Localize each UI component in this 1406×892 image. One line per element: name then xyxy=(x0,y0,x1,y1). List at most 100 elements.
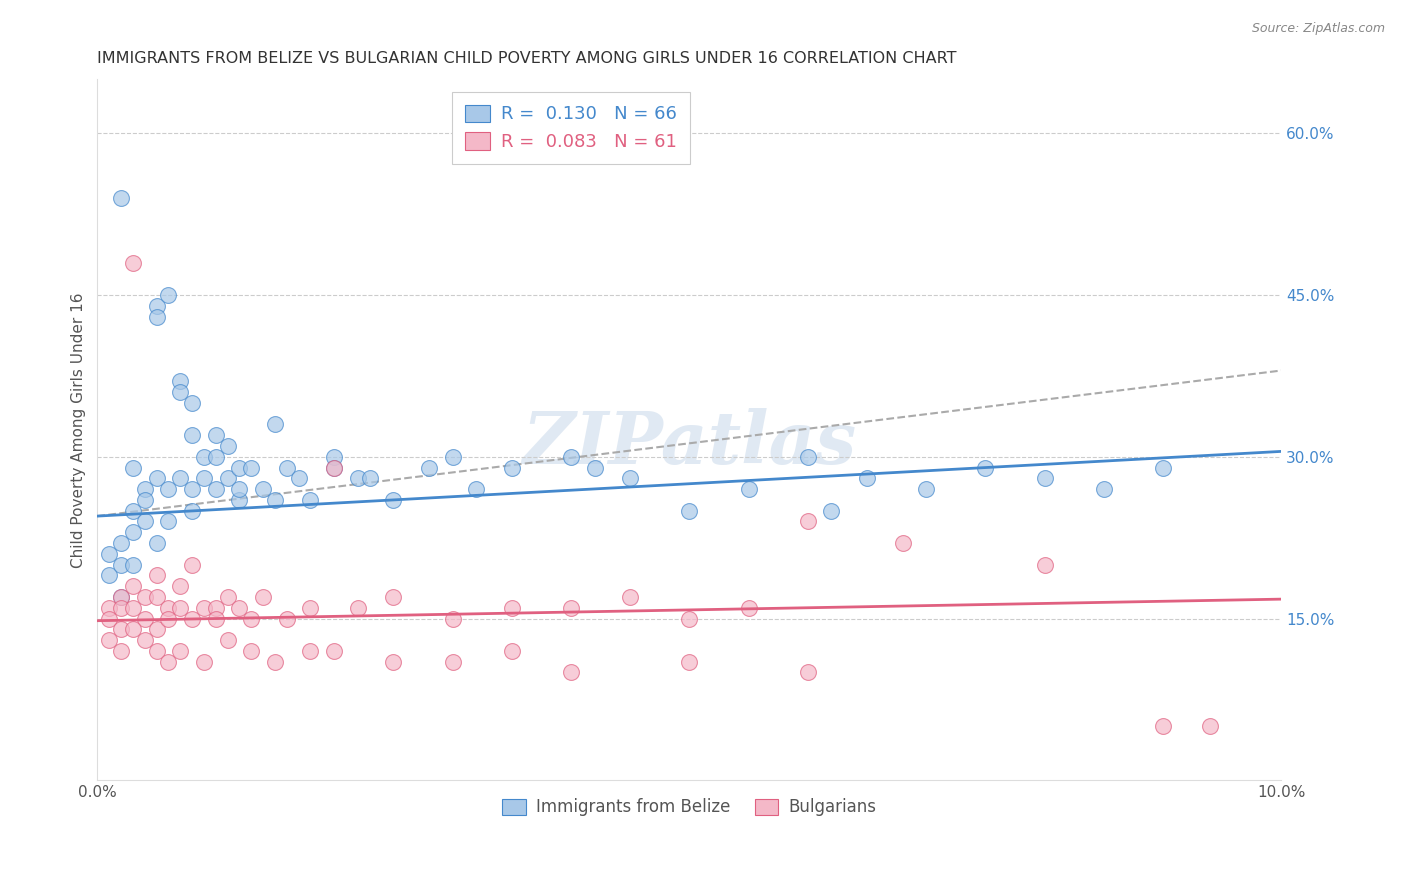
Point xyxy=(820,504,842,518)
Point xyxy=(110,191,132,205)
Point xyxy=(157,655,180,669)
Point xyxy=(856,471,879,485)
Point xyxy=(228,492,250,507)
Point xyxy=(323,460,346,475)
Point xyxy=(264,417,287,432)
Point xyxy=(228,482,250,496)
Point xyxy=(157,482,180,496)
Point xyxy=(122,579,145,593)
Point xyxy=(797,665,820,680)
Point xyxy=(323,460,346,475)
Point xyxy=(204,611,226,625)
Text: ZIPatlas: ZIPatlas xyxy=(522,409,856,479)
Point xyxy=(145,536,167,550)
Point xyxy=(157,600,180,615)
Point xyxy=(134,515,156,529)
Point xyxy=(110,623,132,637)
Point xyxy=(418,460,440,475)
Point xyxy=(299,600,322,615)
Point xyxy=(134,492,156,507)
Point xyxy=(323,644,346,658)
Point xyxy=(169,385,191,400)
Point xyxy=(204,600,226,615)
Point xyxy=(204,428,226,442)
Point xyxy=(560,450,582,464)
Point xyxy=(122,525,145,540)
Point xyxy=(145,623,167,637)
Point xyxy=(501,644,523,658)
Point xyxy=(501,460,523,475)
Point xyxy=(193,655,215,669)
Point xyxy=(240,644,263,658)
Point xyxy=(204,450,226,464)
Point xyxy=(181,611,204,625)
Point xyxy=(441,611,464,625)
Point xyxy=(122,255,145,269)
Point xyxy=(181,482,204,496)
Point xyxy=(122,558,145,572)
Point xyxy=(134,590,156,604)
Point xyxy=(264,492,287,507)
Point xyxy=(974,460,997,475)
Point xyxy=(560,665,582,680)
Point xyxy=(110,536,132,550)
Point xyxy=(915,482,938,496)
Point xyxy=(110,600,132,615)
Point xyxy=(217,590,239,604)
Point xyxy=(240,611,263,625)
Point xyxy=(560,600,582,615)
Point xyxy=(797,450,820,464)
Point xyxy=(441,450,464,464)
Point xyxy=(678,655,700,669)
Point xyxy=(228,600,250,615)
Point xyxy=(1033,471,1056,485)
Point xyxy=(737,482,759,496)
Point xyxy=(299,492,322,507)
Point xyxy=(98,600,121,615)
Point xyxy=(359,471,381,485)
Point xyxy=(157,515,180,529)
Point xyxy=(347,471,370,485)
Point xyxy=(169,644,191,658)
Point xyxy=(382,492,405,507)
Point xyxy=(122,623,145,637)
Point xyxy=(276,611,298,625)
Point xyxy=(98,547,121,561)
Point xyxy=(737,600,759,615)
Point xyxy=(1092,482,1115,496)
Point xyxy=(181,504,204,518)
Point xyxy=(299,644,322,658)
Point xyxy=(169,471,191,485)
Point xyxy=(145,590,167,604)
Point xyxy=(110,590,132,604)
Point xyxy=(145,471,167,485)
Point xyxy=(619,590,641,604)
Point xyxy=(678,611,700,625)
Point xyxy=(264,655,287,669)
Point xyxy=(122,460,145,475)
Point xyxy=(181,428,204,442)
Point xyxy=(122,504,145,518)
Y-axis label: Child Poverty Among Girls Under 16: Child Poverty Among Girls Under 16 xyxy=(72,292,86,567)
Point xyxy=(228,460,250,475)
Point xyxy=(181,558,204,572)
Point xyxy=(122,600,145,615)
Point xyxy=(1199,719,1222,733)
Point xyxy=(110,558,132,572)
Point xyxy=(145,299,167,313)
Point xyxy=(169,374,191,388)
Point xyxy=(98,633,121,648)
Text: Source: ZipAtlas.com: Source: ZipAtlas.com xyxy=(1251,22,1385,36)
Point xyxy=(157,288,180,302)
Point xyxy=(252,482,274,496)
Point xyxy=(465,482,488,496)
Point xyxy=(110,590,132,604)
Point xyxy=(193,471,215,485)
Point xyxy=(217,633,239,648)
Point xyxy=(193,450,215,464)
Point xyxy=(583,460,606,475)
Point xyxy=(157,611,180,625)
Point xyxy=(382,655,405,669)
Point xyxy=(240,460,263,475)
Legend: Immigrants from Belize, Bulgarians: Immigrants from Belize, Bulgarians xyxy=(494,790,884,824)
